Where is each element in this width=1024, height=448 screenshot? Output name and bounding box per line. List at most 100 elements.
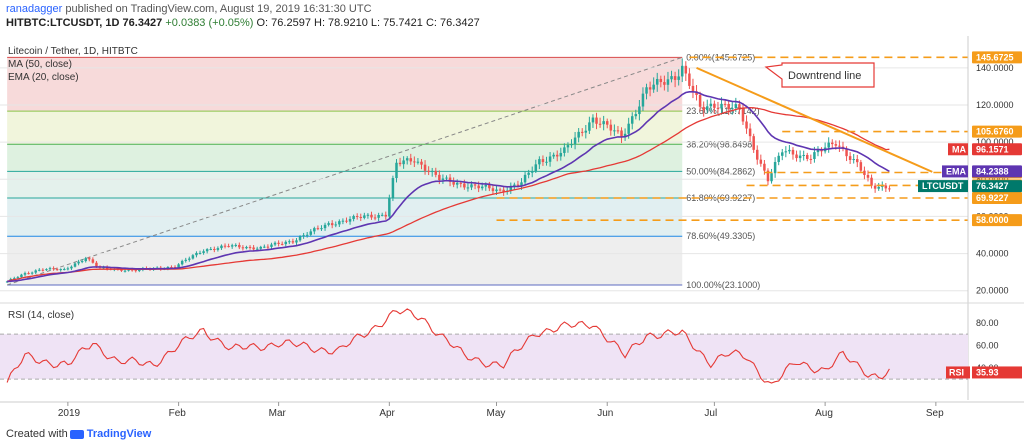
- author-link[interactable]: ranadagger: [6, 3, 63, 15]
- candle-body: [763, 163, 766, 171]
- candle-body: [834, 144, 838, 146]
- high-value: H: 78.9210: [314, 17, 368, 29]
- candle-body: [188, 258, 191, 260]
- fib-zone: [7, 57, 683, 112]
- candle-body: [20, 274, 23, 278]
- candle-body: [756, 149, 759, 160]
- candle-body: [341, 220, 345, 222]
- candle-body: [734, 104, 738, 109]
- candle-body: [705, 106, 709, 111]
- candle-body: [548, 156, 552, 162]
- candle-body: [409, 158, 413, 162]
- candle-body: [30, 272, 34, 274]
- y-tick-label: 140.0000: [976, 63, 1014, 73]
- candle-body: [870, 177, 873, 186]
- month-label: 2019: [58, 408, 81, 419]
- candle-body: [791, 149, 795, 155]
- candle-body: [448, 177, 452, 182]
- legend-title: Litecoin / Tether, 1D, HITBTC: [8, 46, 138, 57]
- candle-body: [334, 224, 338, 226]
- candle-body: [884, 185, 888, 189]
- candle-body: [220, 245, 223, 249]
- candle-body: [88, 258, 91, 260]
- candle-body: [745, 121, 748, 129]
- candle-body: [802, 154, 805, 156]
- candle-body: [84, 258, 87, 262]
- rsi-name-bg: [946, 366, 970, 379]
- candle-body: [520, 182, 523, 186]
- candle-body: [609, 124, 613, 131]
- level-price-tag: 58.0000: [976, 215, 1009, 225]
- fib-level-label: 100.00%(23.1000): [686, 280, 760, 290]
- candle-body: [273, 242, 277, 245]
- candle-body: [280, 243, 284, 245]
- candle-body: [555, 154, 559, 157]
- candle-body: [463, 183, 466, 188]
- candle-body: [41, 269, 45, 271]
- month-label: Apr: [379, 408, 395, 419]
- candle-body: [330, 223, 334, 226]
- candle-body: [245, 246, 248, 249]
- level-price-tag-bg: [972, 51, 1022, 64]
- indicator-name-bg: [948, 143, 968, 156]
- candle-body: [577, 131, 580, 138]
- level-price-tag: 105.6760: [976, 127, 1014, 137]
- indicator-name-bg: [918, 180, 968, 193]
- candle-body: [320, 228, 323, 230]
- candle-body: [627, 123, 630, 134]
- tradingview-brand[interactable]: TradingView: [86, 428, 152, 440]
- candle-body: [327, 223, 330, 225]
- rsi-line: [6, 308, 890, 384]
- candle-body: [48, 268, 52, 270]
- rsi-tick-label: 60.00: [976, 340, 999, 350]
- candle-body: [263, 246, 266, 248]
- candle-body: [184, 259, 187, 261]
- candle-body: [266, 246, 270, 248]
- candle-body: [230, 245, 234, 247]
- level-price-tag-bg: [972, 214, 1022, 227]
- candle-body: [309, 231, 313, 235]
- candle-body: [645, 87, 648, 94]
- candle-body: [820, 150, 823, 152]
- candle-body: [777, 155, 780, 162]
- candle-body: [602, 121, 605, 125]
- candle-body: [827, 142, 830, 148]
- candle-body: [852, 159, 855, 161]
- fib-level-label: 38.20%(98.8498): [686, 139, 755, 149]
- legend-ema: EMA (20, close): [8, 72, 79, 83]
- candle-body: [731, 108, 734, 110]
- candle-body: [831, 142, 834, 145]
- candle-body: [538, 159, 541, 165]
- legend-rsi: RSI (14, close): [8, 310, 74, 321]
- candle-body: [845, 148, 848, 157]
- candle-body: [605, 121, 609, 125]
- candle-body: [52, 268, 55, 270]
- candle-body: [345, 220, 348, 222]
- candle-body: [530, 171, 534, 173]
- candle-body: [127, 269, 130, 271]
- candle-body: [95, 262, 98, 267]
- y-tick-label: 80.0000: [976, 174, 1009, 184]
- footer: Created with TradingView: [6, 428, 151, 440]
- candle-body: [498, 189, 502, 191]
- candle-body: [866, 174, 870, 178]
- candle-body: [63, 269, 66, 271]
- candle-body: [123, 270, 127, 272]
- candle-body: [488, 184, 491, 189]
- candle-body: [241, 247, 245, 249]
- candle-body: [595, 117, 598, 124]
- candle-body: [759, 159, 763, 164]
- candle-body: [259, 246, 263, 249]
- candle-body: [652, 84, 655, 90]
- candle-body: [527, 172, 530, 175]
- candle-body: [391, 178, 395, 199]
- candle-body: [423, 164, 427, 171]
- candle-body: [298, 236, 302, 241]
- candle-body: [770, 173, 773, 182]
- month-label: Feb: [169, 408, 187, 419]
- candle-body: [59, 269, 62, 271]
- candle-body: [491, 188, 495, 192]
- candle-body: [177, 264, 180, 268]
- chart-canvas[interactable]: 0.00%(145.6725)23.60%(116.7142)38.20%(98…: [0, 0, 1024, 428]
- candle-body: [648, 87, 652, 90]
